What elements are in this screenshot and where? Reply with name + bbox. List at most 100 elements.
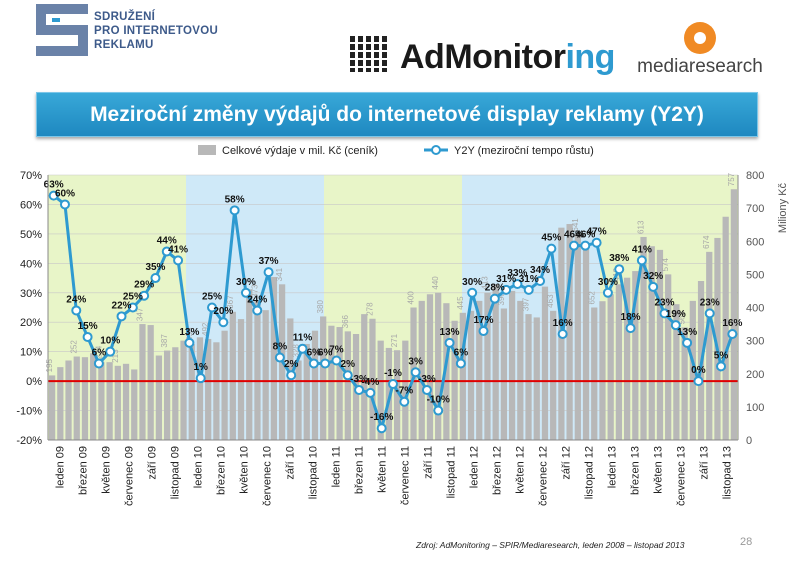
bar: [131, 369, 138, 440]
x-tick-label: září 09: [147, 446, 159, 480]
y2y-point-label: 25%: [202, 292, 222, 303]
x-tick-label: květen 10: [239, 446, 251, 494]
y2y-point-label: 34%: [530, 265, 550, 276]
y2y-point-label: 25%: [123, 292, 143, 303]
admonitoring-logo: AdMonitoring: [348, 30, 618, 82]
y2y-point: [568, 240, 579, 251]
x-tick-label: leden 11: [331, 446, 343, 487]
y2y-point: [342, 370, 353, 381]
bar: [385, 347, 393, 440]
y-left-tick: -20%: [16, 435, 42, 447]
y2y-point-label: 15%: [78, 321, 98, 332]
x-tick-label: listopad 11: [446, 446, 458, 498]
y-right-axis-label: Miliony Kč: [777, 182, 789, 233]
y2y-point: [557, 329, 568, 339]
bar: [640, 236, 647, 440]
bar: [607, 294, 614, 440]
y2y-point: [478, 326, 489, 337]
bar: [114, 365, 121, 440]
bar-label: 440: [431, 276, 440, 290]
y2y-point: [546, 243, 557, 254]
y2y-point-label: 7%: [329, 345, 344, 356]
y2y-point: [535, 276, 546, 286]
bar: [73, 356, 80, 440]
bar: [48, 375, 56, 440]
y2y-point-label: 6%: [307, 347, 322, 358]
bar-label: 271: [390, 333, 399, 347]
bar: [147, 325, 154, 440]
y2y-point-label: 63%: [44, 180, 64, 191]
y2y-point-label: 31%: [496, 274, 516, 285]
y2y-line-series: [48, 190, 738, 434]
y2y-point-label: -3%: [418, 374, 436, 385]
y2y-point: [161, 246, 172, 257]
bar-label: 366: [341, 314, 350, 328]
bar: [90, 353, 97, 440]
y2y-point: [195, 373, 206, 384]
bar-label: 674: [702, 235, 711, 249]
y2y-point: [320, 358, 331, 369]
bar: [689, 300, 696, 440]
bar: [418, 300, 425, 440]
y2y-point-label: 47%: [587, 227, 607, 238]
bar: [262, 310, 269, 440]
y2y-point: [150, 273, 161, 284]
bar: [188, 343, 195, 440]
legend-bar-label: Celkové výdaje v mil. Kč (ceník): [222, 145, 378, 157]
bar-label: 652: [587, 291, 596, 305]
bar: [550, 310, 557, 440]
bar: [180, 340, 187, 440]
y2y-point: [297, 343, 308, 354]
y2y-point-label: 11%: [293, 333, 313, 344]
legend-bar-swatch: [198, 145, 216, 155]
y2y-point: [139, 290, 150, 301]
x-tick-label: březen 12: [492, 446, 504, 495]
title-banner: Meziroční změny výdajů do internetové di…: [36, 92, 758, 137]
y2y-point: [173, 255, 184, 266]
y2y-point-label: 24%: [66, 294, 86, 305]
x-tick-label: březen 13: [630, 446, 642, 495]
x-tick-label: červenec 11: [400, 446, 412, 505]
bar-label: 757: [727, 172, 736, 186]
y-left-tick: 20%: [20, 317, 42, 329]
y2y-point: [399, 396, 410, 407]
spir-logo-mark: [36, 4, 88, 56]
legend-line-marker: [431, 145, 441, 155]
x-tick-label: březen 10: [216, 446, 228, 495]
y2y-point: [252, 305, 263, 316]
y2y-point-label: 13%: [440, 327, 460, 338]
y2y-point-label: 23%: [654, 297, 674, 308]
bar: [681, 327, 688, 440]
y2y-point-label: 13%: [677, 327, 697, 338]
bar: [517, 300, 524, 440]
bar: [492, 284, 499, 440]
y2y-point: [274, 352, 285, 363]
x-tick-label: září 10: [285, 446, 297, 480]
y2y-point-label: 2%: [284, 359, 299, 370]
y2y-point: [365, 387, 376, 398]
y2y-point-label: 16%: [553, 318, 573, 329]
y2y-point: [580, 240, 591, 251]
x-tick-label: září 13: [699, 446, 711, 480]
y2y-point: [105, 346, 116, 357]
y-left-tick: 70%: [20, 170, 42, 182]
y2y-point-label: 45%: [541, 233, 561, 244]
bar: [377, 340, 384, 440]
bar-label: 574: [661, 257, 670, 271]
bar-label: 328: [292, 344, 301, 358]
bar: [582, 247, 590, 440]
bar-label: 213: [111, 349, 120, 363]
bar: [665, 274, 672, 440]
bar: [213, 342, 220, 440]
y2y-point-label: -10%: [427, 395, 450, 406]
y2y-point: [229, 205, 240, 216]
y2y-point: [693, 376, 704, 387]
x-tick-label: květen 11: [377, 446, 389, 493]
bar: [369, 318, 376, 440]
bar: [508, 290, 516, 440]
y2y-point-label: 24%: [247, 294, 267, 305]
y-right-tick: 500: [746, 269, 764, 281]
y2y-point-label: 0%: [691, 365, 706, 376]
bar: [402, 340, 409, 440]
bar: [98, 362, 105, 440]
